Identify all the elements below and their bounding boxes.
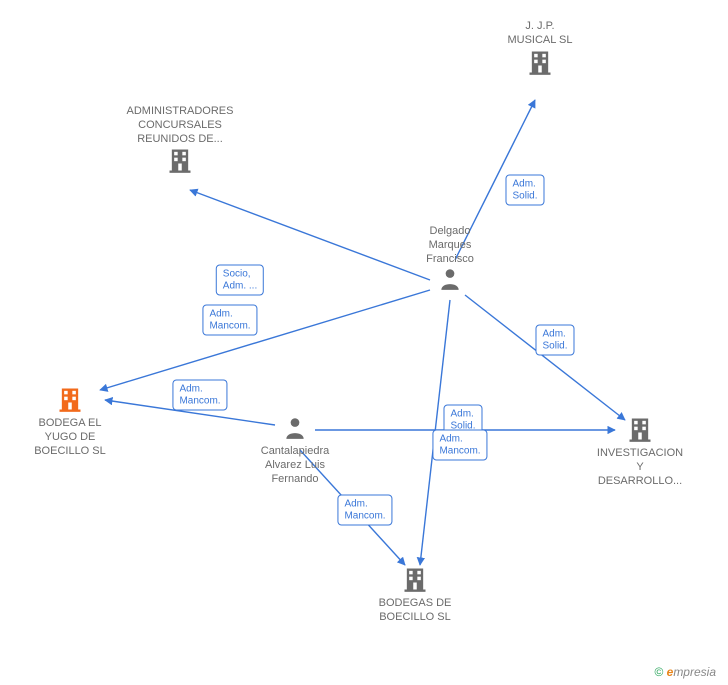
edge-line [100,290,430,390]
node-investigacion[interactable]: INVESTIGACION Y DESARROLLO... [580,415,700,488]
copyright-symbol: © [654,665,663,679]
node-label: BODEGAS DE BOECILLO SL [355,597,475,625]
edge-label: Adm. Solid. [505,175,544,206]
building-icon [526,48,554,76]
person-icon [437,266,463,292]
node-label: Delgado Marques Francisco [390,225,510,266]
node-admin[interactable]: ADMINISTRADORES CONCURSALES REUNIDOS DE.… [120,105,240,178]
building-icon [401,565,429,593]
building-icon [166,146,194,174]
edge-line [465,295,625,420]
node-bodega_yugo[interactable]: BODEGA EL YUGO DE BOECILLO SL [10,385,130,458]
watermark: © empresia [654,665,716,679]
node-jjp[interactable]: J. J.P. MUSICAL SL [480,20,600,80]
edge-label: Adm. Mancom. [172,380,227,411]
node-label: J. J.P. MUSICAL SL [480,20,600,48]
edge-label: Adm. Mancom. [432,430,487,461]
node-label: ADMINISTRADORES CONCURSALES REUNIDOS DE.… [120,105,240,146]
edge-label: Adm. Mancom. [337,495,392,526]
node-label: BODEGA EL YUGO DE BOECILLO SL [10,417,130,458]
network-diagram: Adm. Solid. Socio, Adm. ... Adm. Mancom. Ad… [0,0,728,685]
node-label: INVESTIGACION Y DESARROLLO... [580,447,700,488]
building-icon [56,385,84,413]
edge-label: Adm. Mancom. [202,305,257,336]
building-icon [626,415,654,443]
node-cantalapiedra[interactable]: Cantalapiedra Alvarez Luis Fernando [235,415,355,486]
edge-label: Adm. Solid. [535,325,574,356]
node-label: Cantalapiedra Alvarez Luis Fernando [235,445,355,486]
node-delgado[interactable]: Delgado Marques Francisco [390,225,510,296]
node-bodegas_boecillo[interactable]: BODEGAS DE BOECILLO SL [355,565,475,625]
brand-rest: mpresia [673,665,716,679]
edge-label: Socio, Adm. ... [216,265,264,296]
person-icon [282,415,308,441]
